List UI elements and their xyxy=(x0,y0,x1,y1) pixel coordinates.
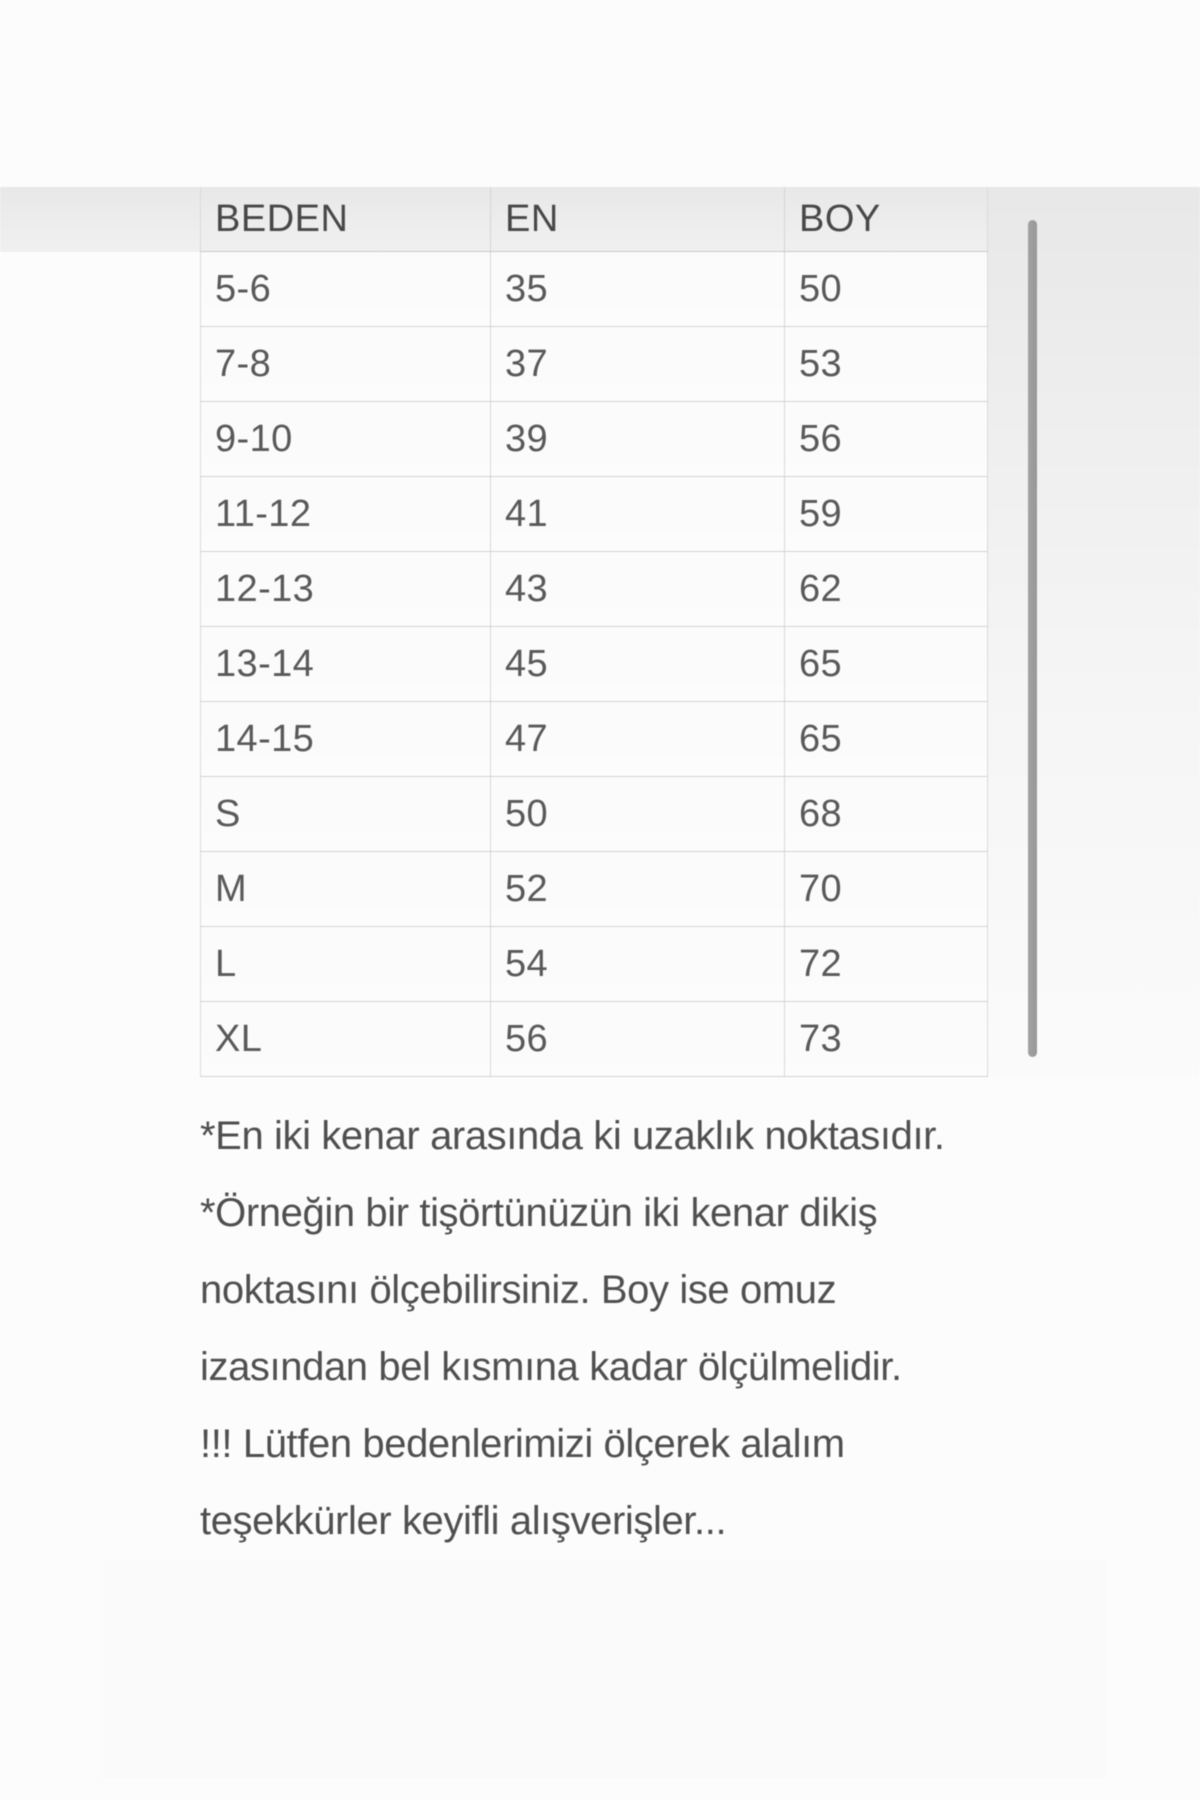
table-row: 11-12 41 59 xyxy=(200,476,988,552)
note-line: noktasını ölçebilirsiniz. Boy ise omuz xyxy=(200,1268,837,1312)
table-cell-beden: 13-14 xyxy=(200,626,491,702)
table-row: 13-14 45 65 xyxy=(200,626,988,702)
table-row: 14-15 47 65 xyxy=(200,701,988,777)
table-row: 9-10 39 56 xyxy=(200,401,988,477)
table-cell-boy: 70 xyxy=(784,851,988,927)
table-cell-boy: 53 xyxy=(784,326,988,402)
table-cell-beden: 11-12 xyxy=(200,476,491,552)
table-cell-beden: 7-8 xyxy=(200,326,491,402)
table-cell-en: 41 xyxy=(490,476,785,552)
table-cell-boy: 59 xyxy=(784,476,988,552)
table-row: 5-6 35 50 xyxy=(200,251,988,327)
table-cell-beden: 14-15 xyxy=(200,701,491,777)
table-cell-en: 52 xyxy=(490,851,785,927)
table-row: 12-13 43 62 xyxy=(200,551,988,627)
table-row: XL 56 73 xyxy=(200,1001,988,1077)
table-cell-boy: 73 xyxy=(784,1001,988,1077)
column-header-beden: BEDEN xyxy=(200,187,491,252)
column-header-boy: BOY xyxy=(784,187,988,252)
table-cell-en: 50 xyxy=(490,776,785,852)
note-line: teşekkürler keyifli alışverişler... xyxy=(200,1499,727,1543)
table-cell-beden: M xyxy=(200,851,491,927)
table-cell-boy: 65 xyxy=(784,701,988,777)
table-cell-en: 43 xyxy=(490,551,785,627)
table-cell-en: 56 xyxy=(490,1001,785,1077)
size-table: BEDEN EN BOY 5-6 35 50 7-8 37 53 9-10 39 56 11-12 41… xyxy=(200,187,988,1077)
vertical-scrollbar-thumb[interactable] xyxy=(1028,220,1037,1057)
table-cell-boy: 56 xyxy=(784,401,988,477)
column-header-en: EN xyxy=(490,187,785,252)
note-line: !!! Lütfen bedenlerimizi ölçerek alalım xyxy=(200,1422,845,1466)
table-row: M 52 70 xyxy=(200,851,988,927)
photo-paper-tint xyxy=(100,1560,1105,1778)
table-row: S 50 68 xyxy=(200,776,988,852)
table-row: 7-8 37 53 xyxy=(200,326,988,402)
note-line: izasından bel kısmına kadar ölçülmelidir… xyxy=(200,1345,902,1389)
table-cell-beden: XL xyxy=(200,1001,491,1077)
table-cell-boy: 50 xyxy=(784,251,988,327)
measurement-notes: *En iki kenar arasında ki uzaklık noktas… xyxy=(200,1098,1030,1560)
table-cell-en: 47 xyxy=(490,701,785,777)
table-cell-en: 35 xyxy=(490,251,785,327)
note-line: *Örneğin bir tişörtünüzün iki kenar diki… xyxy=(200,1191,878,1235)
table-row: L 54 72 xyxy=(200,926,988,1002)
size-table-header-row: BEDEN EN BOY xyxy=(200,187,988,252)
table-cell-beden: 5-6 xyxy=(200,251,491,327)
table-cell-beden: 9-10 xyxy=(200,401,491,477)
table-cell-boy: 65 xyxy=(784,626,988,702)
table-cell-boy: 72 xyxy=(784,926,988,1002)
table-right-gutter xyxy=(987,187,1200,1077)
table-cell-en: 54 xyxy=(490,926,785,1002)
table-cell-boy: 62 xyxy=(784,551,988,627)
note-line: *En iki kenar arasında ki uzaklık noktas… xyxy=(200,1114,945,1158)
table-cell-beden: L xyxy=(200,926,491,1002)
table-cell-en: 45 xyxy=(490,626,785,702)
table-cell-en: 37 xyxy=(490,326,785,402)
table-cell-boy: 68 xyxy=(784,776,988,852)
table-cell-en: 39 xyxy=(490,401,785,477)
table-cell-beden: S xyxy=(200,776,491,852)
table-cell-beden: 12-13 xyxy=(200,551,491,627)
